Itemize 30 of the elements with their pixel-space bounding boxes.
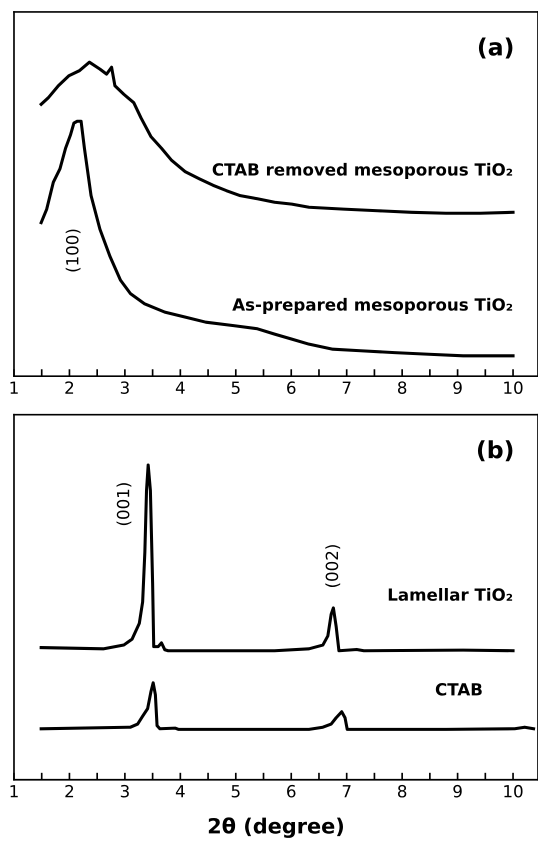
chart-title: (a)	[478, 37, 512, 59]
chart-title: (b)	[478, 440, 512, 462]
x-tick-label: 3	[120, 784, 129, 798]
x-tick-label: 1	[10, 785, 18, 798]
x-axis-title: 2θ (degree)	[208, 817, 343, 838]
x-tick-label: 3	[120, 381, 129, 394]
x-tick-label: 9	[453, 784, 462, 798]
text: CTAB	[436, 683, 482, 696]
annotation: (100)	[66, 230, 81, 272]
x-tick-label: 10	[504, 784, 523, 798]
x-tick-label: 4	[176, 785, 185, 798]
x-tick-label: 6	[287, 381, 296, 394]
x-tick-label: 2	[65, 381, 74, 394]
x-tick-label: 8	[398, 381, 406, 394]
x-tick-label: 9	[453, 381, 462, 394]
x-tick-label: 7	[342, 382, 351, 394]
x-tick-label: 6	[287, 784, 296, 798]
x-tick-label: 10	[504, 381, 523, 394]
text: Lamellar TiO₂	[388, 588, 512, 601]
x-tick-label: 5	[232, 785, 240, 798]
annotation: (002)	[325, 545, 340, 588]
x-tick-label: 1	[10, 382, 18, 394]
x-tick-label: 8	[398, 784, 406, 798]
series-label: As-prepared mesoporous TiO₂	[232, 298, 512, 314]
x-tick-label: 4	[176, 382, 185, 394]
annotation: (001)	[116, 483, 132, 526]
x-tick-label: 7	[342, 785, 351, 798]
x-tick-label: 2	[65, 784, 74, 798]
series-label: CTAB removed mesoporous TiO₂	[212, 162, 512, 180]
x-tick-label: 5	[232, 382, 240, 394]
